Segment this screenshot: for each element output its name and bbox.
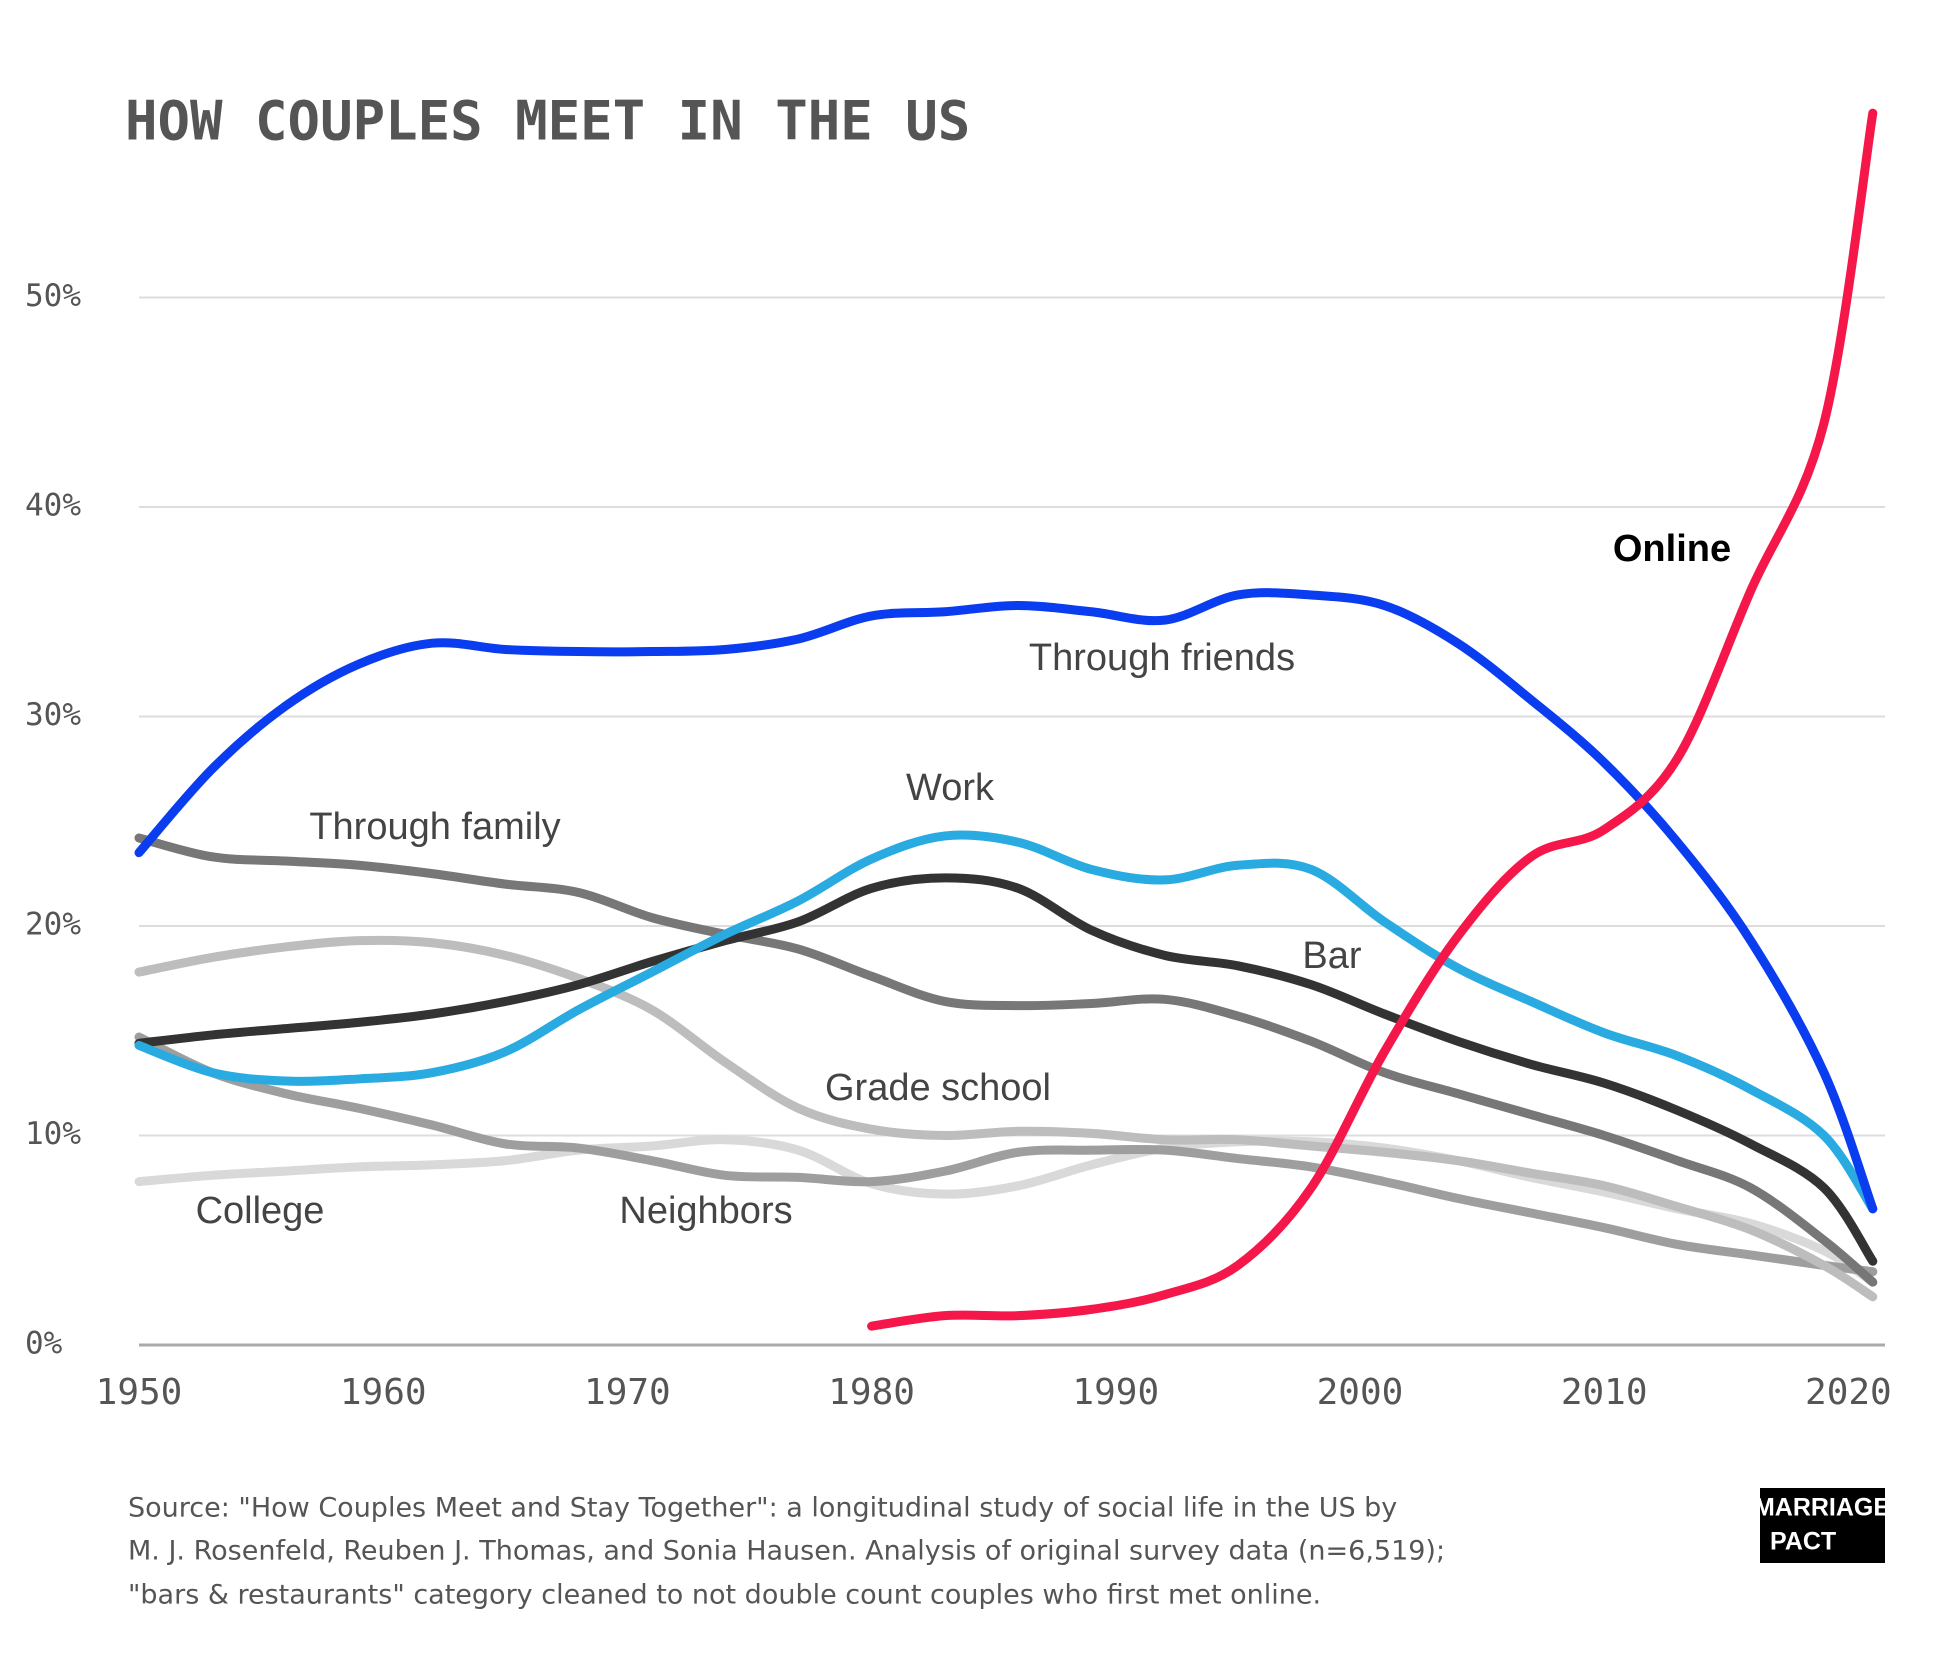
x-tick-label: 1980 (828, 1372, 915, 1413)
y-tick-label: 0% (25, 1326, 63, 1362)
series-label: College (196, 1190, 325, 1232)
source-line: M. J. Rosenfeld, Reuben J. Thomas, and S… (128, 1536, 1445, 1567)
y-tick-label: 10% (25, 1116, 81, 1152)
series-label: Through friends (1029, 637, 1295, 679)
x-tick-label: 2000 (1317, 1372, 1404, 1413)
series-line (134, 935, 1878, 1302)
y-tick-label: 40% (25, 488, 81, 524)
chart-title: HOW COUPLES MEET IN THE US (125, 90, 970, 153)
y-tick-label: 20% (25, 907, 81, 943)
logo-box (1760, 1488, 1885, 1563)
series-label: Bar (1302, 935, 1361, 977)
series-line (867, 108, 1878, 1331)
source-line: "bars & restaurants" category cleaned to… (128, 1580, 1321, 1611)
series-line (134, 588, 1878, 1214)
series-line (134, 1032, 1878, 1277)
series-label: Neighbors (619, 1190, 792, 1232)
y-tick-label: 30% (25, 697, 81, 733)
series-line (134, 830, 1878, 1214)
x-tick-label: 1990 (1072, 1372, 1159, 1413)
series-line (134, 873, 1878, 1266)
logo-text: MARRIAGE (1754, 1494, 1890, 1522)
x-tick-label: 1950 (96, 1372, 183, 1413)
x-tick-label: 1970 (584, 1372, 671, 1413)
logo-text: PACT (1770, 1528, 1836, 1556)
source-line: Source: "How Couples Meet and Stay Toget… (128, 1493, 1397, 1524)
x-tick-label: 2020 (1805, 1372, 1892, 1413)
series-label: Work (906, 767, 995, 809)
series-line (134, 1135, 1878, 1287)
y-tick-label: 50% (25, 278, 81, 314)
series-line (134, 833, 1878, 1287)
series-label: Online (1613, 528, 1731, 570)
x-tick-label: 2010 (1561, 1372, 1648, 1413)
series-label: Through family (309, 806, 560, 848)
x-tick-label: 1960 (340, 1372, 427, 1413)
series-label: Grade school (825, 1067, 1051, 1109)
